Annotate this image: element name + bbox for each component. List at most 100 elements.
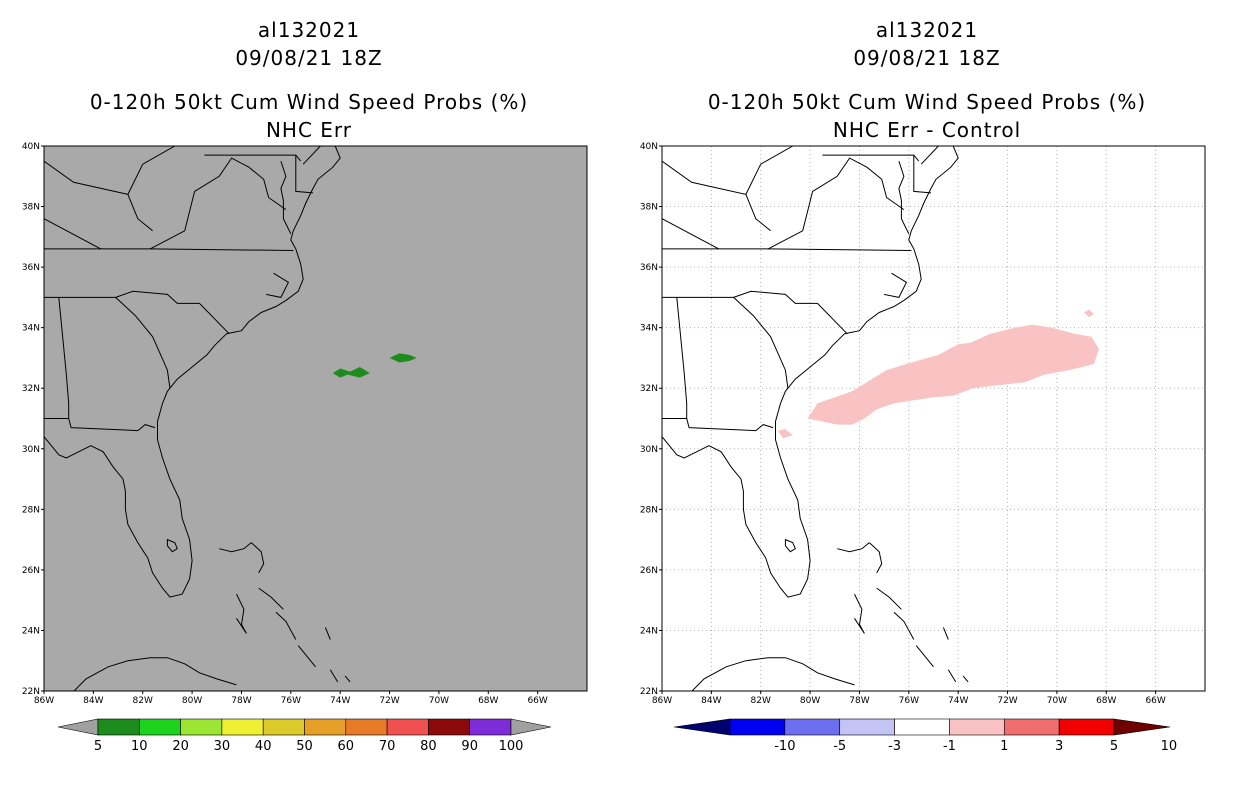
- lon-tick-label: 68W: [478, 696, 498, 706]
- lat-tick-label: 34N: [640, 324, 658, 334]
- difference-region: [778, 429, 793, 439]
- date-time: 09/08/21 18Z: [853, 46, 1001, 70]
- lon-tick-label: 82W: [133, 696, 153, 706]
- colorbar-low-arrow: [57, 718, 99, 736]
- lon-tick-label: 68W: [1096, 696, 1116, 706]
- lat-tick-label: 24N: [22, 626, 40, 636]
- colorbar-swatch: [97, 718, 140, 736]
- colorbar-swatch: [262, 718, 305, 736]
- state-border: [127, 146, 176, 195]
- lat-tick-label: 36N: [640, 263, 658, 273]
- colorbar: 5 10 20 30 40 50 60 70 80 90 100: [57, 718, 552, 754]
- probability-region: [389, 353, 417, 363]
- state-border: [295, 155, 314, 194]
- lat-tick-label: 28N: [22, 505, 40, 515]
- lat-tick-label: 36N: [22, 263, 40, 273]
- colorbar-high-arrow: [1113, 718, 1171, 736]
- lon-tick-label: 70W: [1047, 696, 1067, 706]
- lat-tick-label: 30N: [640, 445, 658, 455]
- colorbar-swatch: [839, 718, 895, 736]
- lon-tick-label: 76W: [281, 696, 301, 706]
- bahamas-island: [329, 669, 339, 683]
- lon-tick-label: 80W: [182, 696, 202, 706]
- lat-tick-label: 32N: [22, 384, 40, 394]
- pamlico-sound: [266, 272, 290, 298]
- colorbar-swatch: [784, 718, 841, 736]
- lon-tick-label: 86W: [652, 696, 672, 706]
- state-border: [115, 297, 171, 389]
- chesapeake-bay: [280, 160, 292, 235]
- colorbar-low-arrow: [673, 718, 731, 736]
- cuba-coast: [73, 657, 237, 691]
- lon-tick-label: 74W: [948, 696, 968, 706]
- storm-id: al132021: [257, 18, 361, 42]
- lat-tick-label: 26N: [640, 566, 658, 576]
- colorbar-label: 70: [379, 739, 396, 754]
- colorbar-high-arrow: [510, 718, 552, 736]
- bahamas-island: [275, 611, 297, 640]
- state-border: [733, 290, 848, 335]
- colorbar-label: 10: [131, 739, 148, 754]
- bahamas-island: [344, 675, 351, 683]
- bahamas-island: [854, 593, 865, 634]
- lat-tick-label: 22N: [22, 687, 40, 697]
- lon-tick-label: 80W: [800, 696, 820, 706]
- colorbar: -10 -5 -3 -1 1 3 5 10: [673, 718, 1177, 754]
- date-time: 09/08/21 18Z: [235, 46, 383, 70]
- state-border: [767, 157, 905, 250]
- map-frame: [661, 145, 1206, 692]
- state-border: [68, 418, 156, 432]
- lon-tick-label: 74W: [330, 696, 350, 706]
- colorbar-label: 3: [1055, 739, 1063, 754]
- cuba-coast: [691, 657, 855, 691]
- lon-tick-label: 72W: [379, 696, 399, 706]
- bahamas-island: [297, 645, 316, 668]
- colorbar-label: 50: [296, 739, 313, 754]
- right-panel: al132021 09/08/21 18Z 0-120h 50kt Cum Wi…: [618, 0, 1236, 800]
- colorbar-swatch: [729, 718, 786, 736]
- colorbar-label: 20: [172, 739, 189, 754]
- coastline: [44, 146, 341, 598]
- bahamas-island: [876, 587, 902, 610]
- state-border: [302, 146, 321, 165]
- colorbar-swatch: [894, 718, 950, 736]
- lon-tick-label: 66W: [527, 696, 547, 706]
- state-border: [662, 248, 912, 251]
- colorbar-swatch: [949, 718, 1005, 736]
- lat-tick-label: 40N: [22, 142, 40, 152]
- storm-id: al132021: [875, 18, 979, 42]
- bahamas-island: [947, 669, 957, 683]
- lon-tick-label: 84W: [83, 696, 103, 706]
- lake-okeechobee: [784, 538, 796, 553]
- state-border: [913, 155, 932, 194]
- bahamas-island: [250, 542, 265, 574]
- panel-subtitle: NHC Err: [265, 118, 353, 142]
- bahamas-island: [962, 675, 969, 683]
- lat-tick-label: 30N: [22, 445, 40, 455]
- state-border: [733, 297, 789, 389]
- colorbar-label: 1: [1000, 739, 1008, 754]
- colorbar-swatch: [345, 718, 388, 736]
- bahamas-island: [868, 542, 883, 574]
- colorbar-swatch: [469, 718, 512, 736]
- colorbar-label: 100: [499, 739, 524, 754]
- lat-tick-label: 22N: [640, 687, 658, 697]
- lon-tick-label: 76W: [899, 696, 919, 706]
- panel-subtitle: NHC Err - Control: [832, 118, 1022, 142]
- lon-tick-label: 70W: [429, 696, 449, 706]
- colorbar-swatch: [304, 718, 347, 736]
- colorbar-swatch: [428, 718, 470, 736]
- colorbar-swatch: [221, 718, 264, 736]
- colorbar-label: -10: [774, 739, 795, 754]
- probability-region: [332, 367, 370, 378]
- colorbar-swatch: [139, 718, 181, 736]
- difference-region: [1084, 309, 1094, 318]
- lon-tick-label: 86W: [34, 696, 54, 706]
- colorbar-label: 90: [461, 739, 478, 754]
- lon-tick-label: 66W: [1145, 696, 1165, 706]
- state-border: [44, 297, 70, 419]
- colorbar-swatch: [386, 718, 429, 736]
